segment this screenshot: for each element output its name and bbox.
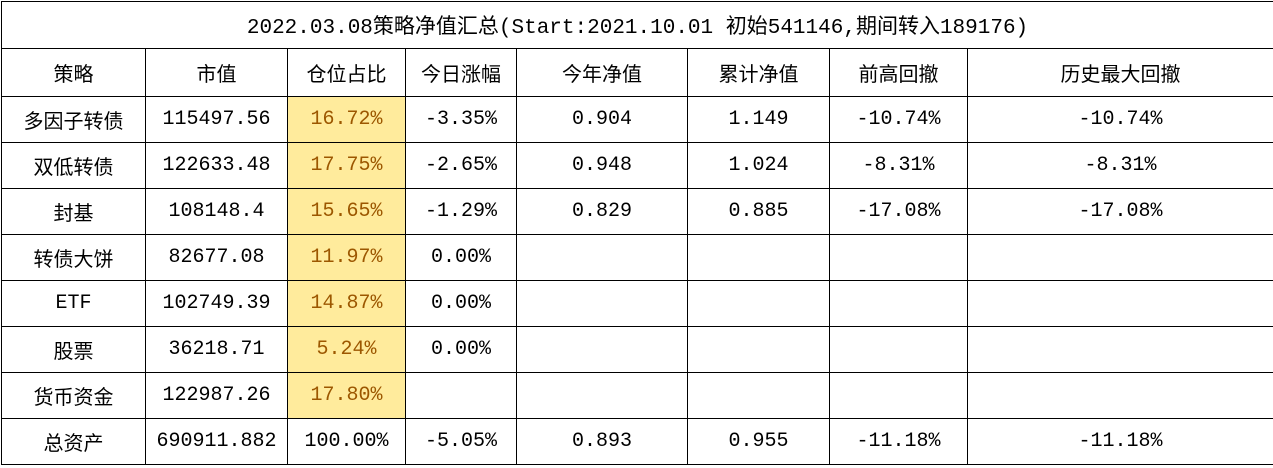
cell: -10.74%	[968, 97, 1273, 143]
cell: 14.87%	[288, 281, 406, 327]
empty-cell	[830, 235, 968, 281]
cell: 双低转债	[2, 143, 146, 189]
cell: 1.024	[688, 143, 830, 189]
cell: 0.948	[517, 143, 688, 189]
cell: 36218.71	[146, 327, 288, 373]
cell: ETF	[2, 281, 146, 327]
cell: -11.18%	[830, 419, 968, 465]
empty-cell	[968, 235, 1273, 281]
header-cell: 市值	[146, 49, 288, 97]
cell: -8.31%	[830, 143, 968, 189]
header-cell: 历史最大回撤	[968, 49, 1273, 97]
cell: 5.24%	[288, 327, 406, 373]
cell: -2.65%	[406, 143, 517, 189]
cell: 0.00%	[406, 327, 517, 373]
cell: 封基	[2, 189, 146, 235]
empty-cell	[968, 327, 1273, 373]
cell: 122633.48	[146, 143, 288, 189]
cell: 股票	[2, 327, 146, 373]
empty-cell	[968, 281, 1273, 327]
header-cell: 累计净值	[688, 49, 830, 97]
empty-cell	[517, 373, 688, 419]
empty-cell	[517, 281, 688, 327]
cell: -17.08%	[968, 189, 1273, 235]
cell: -8.31%	[968, 143, 1273, 189]
empty-cell	[688, 235, 830, 281]
cell: 总资产	[2, 419, 146, 465]
cell: 100.00%	[288, 419, 406, 465]
cell: 115497.56	[146, 97, 288, 143]
cell: 11.97%	[288, 235, 406, 281]
empty-cell	[517, 327, 688, 373]
empty-cell	[688, 327, 830, 373]
cell: 0.00%	[406, 281, 517, 327]
cell: -17.08%	[830, 189, 968, 235]
header-cell: 今日涨幅	[406, 49, 517, 97]
cell: 82677.08	[146, 235, 288, 281]
header-cell: 今年净值	[517, 49, 688, 97]
empty-cell	[830, 281, 968, 327]
cell: 108148.4	[146, 189, 288, 235]
title-row: 2022.03.08策略净值汇总(Start:2021.10.01 初始5411…	[2, 2, 1273, 49]
cell: -11.18%	[968, 419, 1273, 465]
cell: 0.829	[517, 189, 688, 235]
empty-cell	[688, 281, 830, 327]
empty-cell	[968, 373, 1273, 419]
empty-cell	[688, 373, 830, 419]
cell: 1.149	[688, 97, 830, 143]
cell: 17.75%	[288, 143, 406, 189]
empty-cell	[517, 235, 688, 281]
cell: 102749.39	[146, 281, 288, 327]
cell: 0.893	[517, 419, 688, 465]
cell: -5.05%	[406, 419, 517, 465]
cell: 122987.26	[146, 373, 288, 419]
cell: 0.955	[688, 419, 830, 465]
cell: 转债大饼	[2, 235, 146, 281]
header-cell: 前高回撤	[830, 49, 968, 97]
cell: 多因子转债	[2, 97, 146, 143]
cell: 16.72%	[288, 97, 406, 143]
empty-cell	[830, 373, 968, 419]
cell: 17.80%	[288, 373, 406, 419]
cell: 15.65%	[288, 189, 406, 235]
header-cell: 仓位占比	[288, 49, 406, 97]
cell: 0.885	[688, 189, 830, 235]
cell: -3.35%	[406, 97, 517, 143]
cell: 690911.882	[146, 419, 288, 465]
header-cell: 策略	[2, 49, 146, 97]
cell: 货币资金	[2, 373, 146, 419]
table-title: 2022.03.08策略净值汇总(Start:2021.10.01 初始5411…	[2, 2, 1273, 49]
empty-cell	[406, 373, 517, 419]
header-row: 策略市值仓位占比今日涨幅今年净值累计净值前高回撤历史最大回撤	[2, 49, 1273, 97]
empty-cell	[830, 327, 968, 373]
cell: 0.00%	[406, 235, 517, 281]
cell: 0.904	[517, 97, 688, 143]
cell: -10.74%	[830, 97, 968, 143]
cell: -1.29%	[406, 189, 517, 235]
